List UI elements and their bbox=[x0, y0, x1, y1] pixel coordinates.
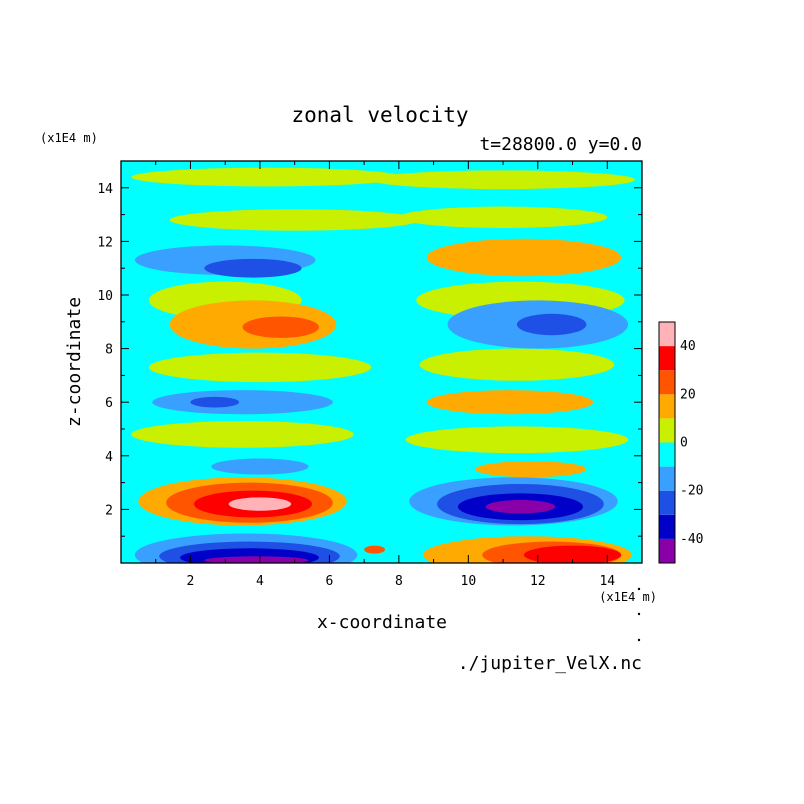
contour-region bbox=[398, 206, 608, 228]
colorbar-swatch bbox=[659, 538, 675, 563]
corner-dot bbox=[637, 612, 641, 616]
contour-features bbox=[131, 161, 636, 563]
contour-region bbox=[131, 167, 403, 187]
x-tick-label: 12 bbox=[530, 574, 546, 589]
contour-region bbox=[204, 258, 302, 278]
contour-region bbox=[169, 209, 420, 231]
x-axis-label: x-coordinate bbox=[317, 612, 447, 633]
plot-frame bbox=[120, 160, 643, 564]
colorbar-swatch bbox=[659, 346, 675, 371]
colorbar-swatch bbox=[659, 418, 675, 443]
y-tick-label: 4 bbox=[105, 450, 113, 465]
contour-region bbox=[378, 161, 385, 496]
contour-region bbox=[204, 556, 309, 563]
y-tick-label: 14 bbox=[97, 182, 113, 197]
colorbar-tick-label: -40 bbox=[680, 532, 703, 547]
contour-region bbox=[190, 396, 240, 408]
colorbar-swatch bbox=[659, 514, 675, 539]
colorbar-tick-label: -20 bbox=[680, 484, 703, 499]
contour-region bbox=[419, 348, 615, 381]
y-tick-label: 2 bbox=[105, 503, 113, 518]
contour-region bbox=[426, 238, 622, 277]
corner-dot bbox=[637, 638, 641, 642]
x-tick-label: 2 bbox=[187, 574, 195, 589]
contour-region bbox=[228, 497, 292, 511]
colorbar: -40 -20 0 20 40 bbox=[658, 321, 703, 564]
contour-region bbox=[426, 390, 594, 415]
x-tick-label: 8 bbox=[395, 574, 403, 589]
y-axis-label: z-coordinate bbox=[64, 297, 85, 427]
contour-region bbox=[242, 316, 319, 338]
contour-region bbox=[485, 500, 556, 514]
chart-title: zonal velocity bbox=[291, 103, 468, 127]
contour-region bbox=[371, 170, 636, 190]
contour-region bbox=[148, 352, 372, 383]
plot-area bbox=[121, 161, 642, 563]
source-file-label: ./jupiter_VelX.nc bbox=[458, 653, 642, 674]
x-tick-label: 10 bbox=[461, 574, 477, 589]
chart-subtitle: t=28800.0 y=0.0 bbox=[479, 134, 642, 155]
y-unit-label: (x1E4 m) bbox=[40, 131, 98, 145]
colorbar-swatch bbox=[659, 466, 675, 491]
colorbar-tick-label: 0 bbox=[680, 436, 688, 451]
x-tick-label: 6 bbox=[325, 574, 333, 589]
contour-region bbox=[152, 390, 333, 415]
colorbar-swatch bbox=[659, 322, 675, 347]
contour-region bbox=[516, 313, 587, 336]
colorbar-swatch bbox=[659, 442, 675, 467]
axes: 2 4 6 8 10 12 14 2 4 6 8 10 12 14 bbox=[97, 161, 642, 589]
x-tick-label: 14 bbox=[599, 574, 615, 589]
y-tick-label: 12 bbox=[97, 235, 113, 250]
y-tick-label: 10 bbox=[97, 289, 113, 304]
y-tick-label: 6 bbox=[105, 396, 113, 411]
colorbar-frame bbox=[658, 321, 676, 564]
colorbar-tick-label: 20 bbox=[680, 387, 696, 402]
contour-region bbox=[211, 458, 309, 475]
contour-region bbox=[131, 420, 354, 448]
contour-region bbox=[475, 461, 587, 478]
colorbar-tick-label: 40 bbox=[680, 339, 696, 354]
x-tick-label: 4 bbox=[256, 574, 264, 589]
colorbar-swatch bbox=[659, 490, 675, 515]
corner-dot bbox=[637, 587, 641, 591]
colorbar-swatch bbox=[659, 370, 675, 395]
colorbar-swatch bbox=[659, 394, 675, 419]
contour-region bbox=[405, 426, 629, 454]
y-tick-label: 8 bbox=[105, 343, 113, 358]
contour-region bbox=[364, 545, 385, 554]
x-unit-label: (x1E4 m) bbox=[599, 590, 657, 604]
corner-dots bbox=[637, 587, 641, 642]
contour-region bbox=[523, 545, 622, 563]
